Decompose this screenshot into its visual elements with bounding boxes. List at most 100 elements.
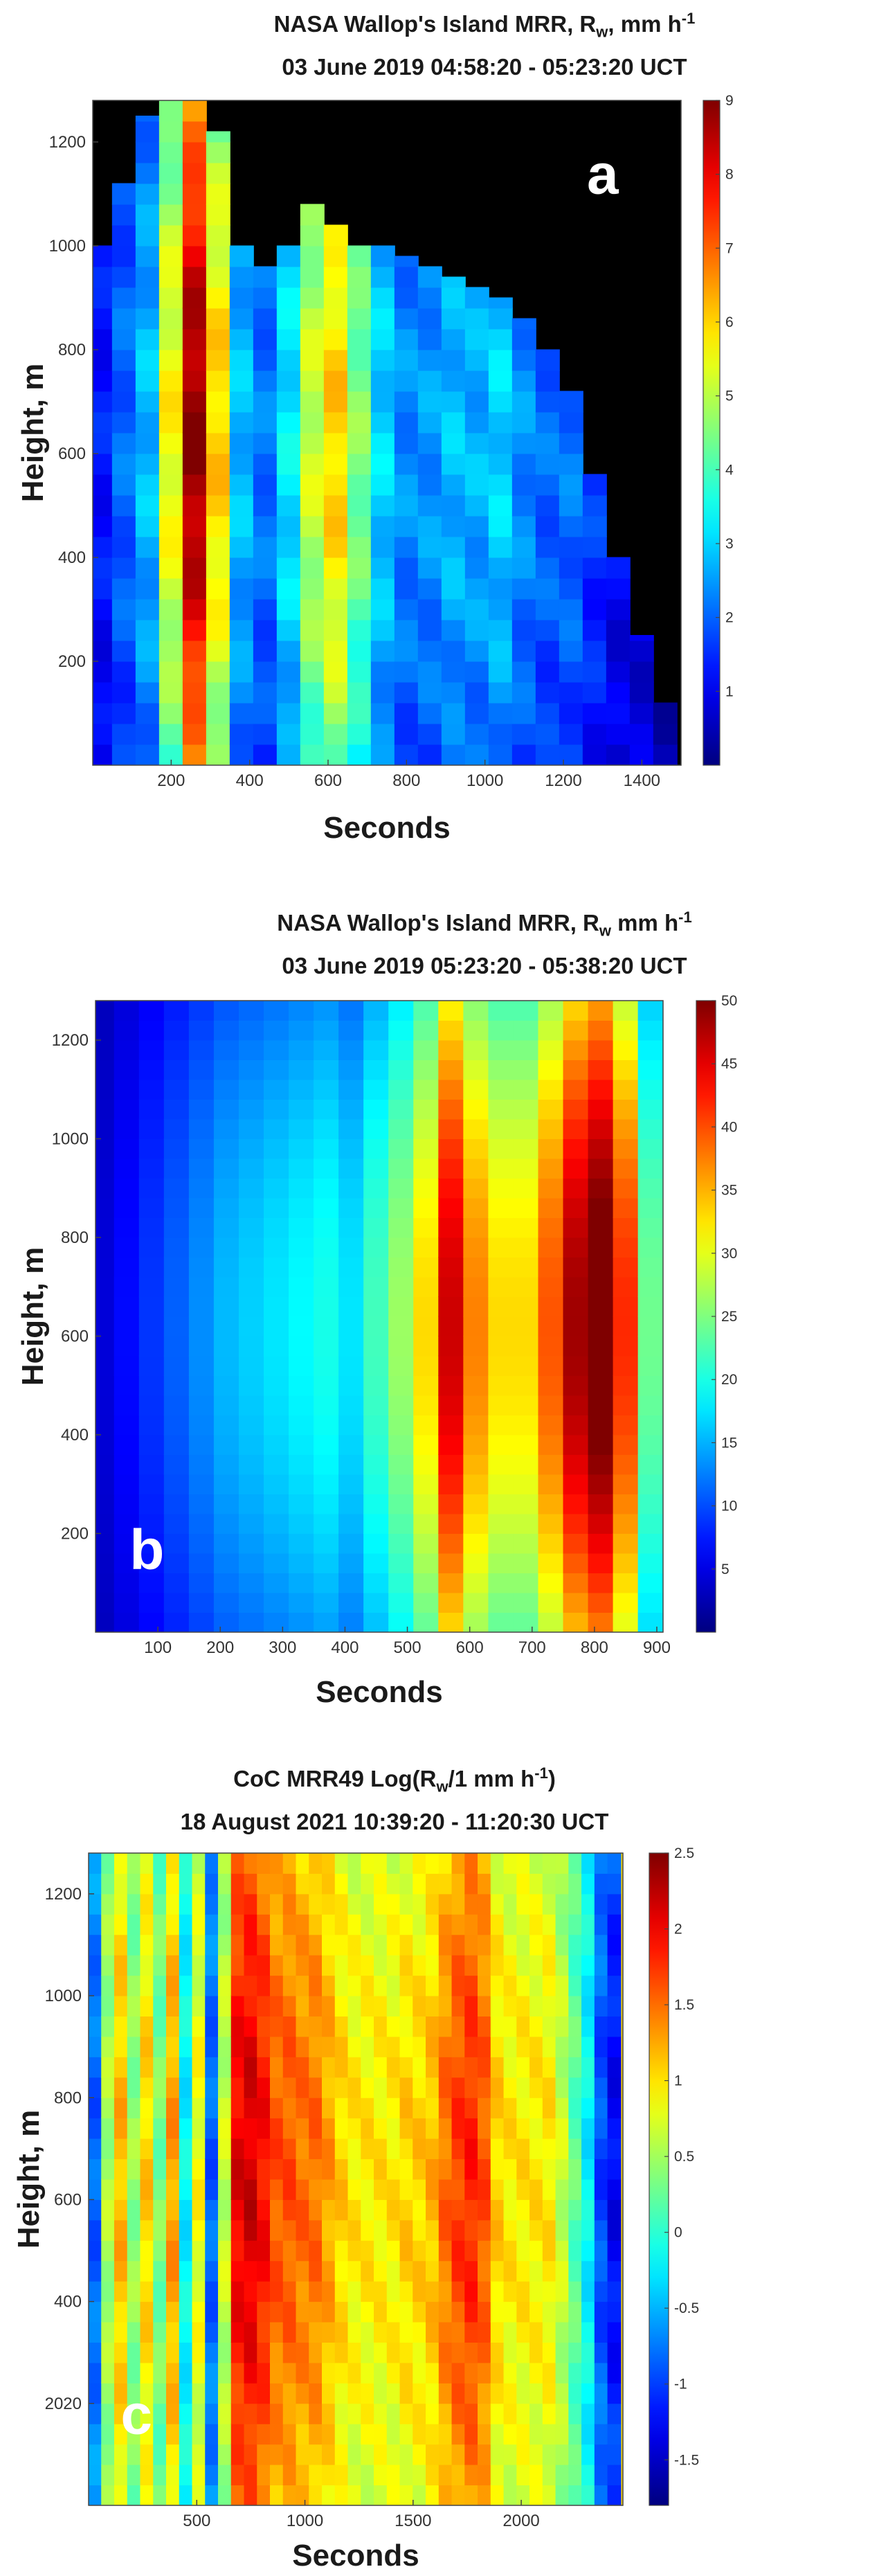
heatmap-cell [163, 1474, 190, 1494]
heatmap-cell [114, 1375, 140, 1396]
heatmap-cell [300, 723, 325, 745]
heatmap-cell [361, 2179, 375, 2200]
heatmap-cell [370, 328, 395, 350]
heatmap-cell [101, 1913, 116, 1935]
heatmap-cell [417, 453, 442, 475]
heatmap-cell [153, 1934, 167, 1956]
heatmap-cell [488, 1059, 514, 1080]
heatmap-cell [93, 453, 113, 475]
heatmap-cell [511, 411, 536, 433]
heatmap-cell [463, 1592, 489, 1613]
heatmap-cell [296, 2301, 310, 2323]
heatmap-cell [182, 681, 207, 704]
heatmap-cell [488, 1079, 514, 1100]
heatmap-cell [581, 1954, 595, 1976]
heatmap-cell [388, 1118, 414, 1139]
heatmap-cell [96, 1612, 115, 1632]
heatmap-cell [188, 1316, 215, 1336]
heatmap-cell [361, 2199, 375, 2221]
heatmap-cell [206, 578, 230, 600]
heatmap-cell [394, 391, 419, 413]
heatmap-cell [417, 349, 442, 371]
heatmap-cell [503, 2464, 518, 2486]
heatmap-cell [386, 2097, 401, 2119]
heatmap-cell [188, 1039, 215, 1060]
heatmap-cell [127, 2362, 141, 2383]
heatmap-cell [282, 2239, 297, 2262]
heatmap-cell [388, 1059, 414, 1080]
heatmap-cell [399, 2118, 414, 2139]
heatmap-cell [96, 1592, 115, 1613]
heatmap-cell [463, 1079, 489, 1100]
heatmap-cell [322, 2036, 336, 2057]
heatmap-cell [581, 2118, 595, 2139]
heatmap-cell [347, 2138, 362, 2160]
heatmap-cell [478, 2138, 491, 2160]
heatmap-cell [334, 2342, 349, 2363]
heatmap-cell [463, 1395, 489, 1415]
heatmap-cell [300, 494, 325, 517]
heatmap-cell [230, 2362, 245, 2383]
heatmap-cell [188, 1296, 215, 1317]
heatmap-cell [588, 1079, 614, 1100]
heatmap-cell [270, 2444, 284, 2465]
heatmap-cell [165, 1975, 180, 1996]
heatmap-cell [101, 2239, 116, 2262]
heatmap-cell [464, 578, 489, 600]
heatmap-cell [588, 1316, 614, 1336]
panel-c-subtitle: 18 August 2021 10:39:20 - 11:20:30 UCT [180, 1809, 609, 1834]
heatmap-cell [413, 2321, 427, 2343]
heatmap-cell [188, 1001, 215, 1021]
heatmap-cell [300, 287, 325, 309]
heatmap-cell [206, 266, 230, 288]
heatmap-cell [296, 1975, 310, 1996]
heatmap-cell [394, 411, 419, 433]
heatmap-cell [488, 515, 513, 537]
heatmap-cell [179, 2321, 193, 2343]
heatmap-cell [374, 1954, 388, 1976]
y-tick-label: 800 [61, 1228, 89, 1247]
heatmap-cell [513, 1513, 539, 1534]
heatmap-cell [217, 1934, 232, 1956]
y-tick-label: 1200 [45, 1885, 82, 1904]
heatmap-cell [363, 1513, 389, 1534]
heatmap-cell [374, 1913, 388, 1935]
heatmap-cell [114, 1395, 140, 1415]
heatmap-cell [426, 1853, 439, 1874]
heatmap-cell [93, 661, 113, 683]
heatmap-cell [503, 1913, 518, 1935]
heatmap-cell [276, 349, 301, 371]
heatmap-cell [89, 1975, 102, 1996]
heatmap-cell [314, 1494, 339, 1514]
heatmap-cell [568, 2016, 583, 2037]
heatmap-cell [607, 2342, 622, 2363]
heatmap-cell [230, 2199, 245, 2221]
heatmap-cell [513, 1276, 539, 1297]
heatmap-cell [438, 2036, 453, 2057]
heatmap-cell [205, 2423, 219, 2445]
heatmap-cell [309, 1934, 323, 1956]
heatmap-cell [257, 2260, 271, 2282]
heatmap-cell [613, 1513, 639, 1534]
heatmap-cell [513, 1415, 539, 1435]
heatmap-cell [478, 2097, 491, 2119]
heatmap-cell [588, 1001, 614, 1021]
heatmap-cell [253, 494, 278, 517]
heatmap-cell [347, 2158, 362, 2180]
heatmap-cell [542, 1872, 556, 1895]
heatmap-cell [138, 1573, 165, 1593]
heatmap-cell [111, 494, 136, 517]
colorbar-tick-label: 35 [721, 1183, 737, 1199]
heatmap-cell [135, 224, 160, 247]
colorbar-tick-label: 1.5 [674, 1997, 694, 2013]
heatmap-cell [206, 640, 230, 662]
heatmap-cell [238, 1612, 264, 1632]
heatmap-cell [192, 2362, 206, 2383]
heatmap-cell [238, 1020, 264, 1041]
heatmap-cell [637, 1355, 663, 1376]
heatmap-cell [568, 2301, 583, 2323]
heatmap-cell [374, 2097, 388, 2119]
heatmap-cell [127, 2321, 141, 2343]
heatmap-cell [374, 2239, 388, 2262]
heatmap-cell [347, 307, 372, 330]
